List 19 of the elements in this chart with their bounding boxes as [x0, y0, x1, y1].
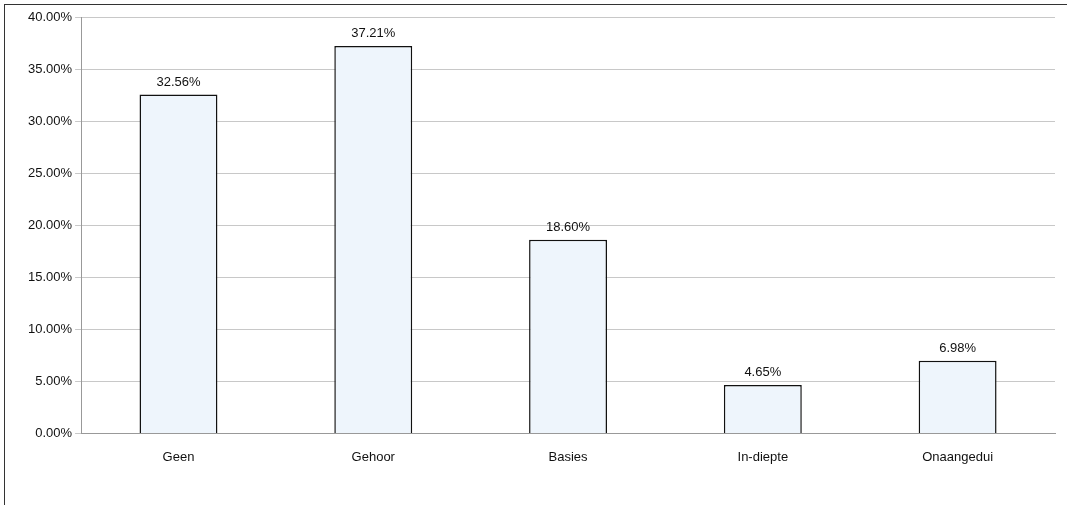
x-tick-label: Geen — [162, 448, 195, 464]
y-tick-label: 10.00% — [28, 320, 73, 336]
data-label: 4.65% — [744, 364, 782, 380]
x-tick-label: Onaangedui — [922, 448, 994, 464]
data-label: 37.21% — [351, 25, 396, 41]
y-tick-label: 40.00% — [28, 8, 73, 24]
y-tick-label: 30.00% — [28, 112, 73, 128]
x-tick-label: Basies — [548, 448, 589, 464]
x-tick-label: In-diepte — [737, 448, 789, 464]
y-tick-label: 20.00% — [28, 216, 73, 232]
y-tick-label: 15.00% — [28, 268, 73, 284]
x-tick-label: Gehoor — [351, 448, 396, 464]
y-tick-label: 25.00% — [28, 164, 73, 180]
data-label: 32.56% — [156, 73, 201, 89]
y-tick-label: 5.00% — [35, 372, 73, 388]
y-tick-label: 0.00% — [35, 424, 73, 440]
y-tick-label: 35.00% — [28, 60, 73, 76]
data-label: 6.98% — [939, 339, 977, 355]
data-label: 18.60% — [546, 218, 591, 234]
